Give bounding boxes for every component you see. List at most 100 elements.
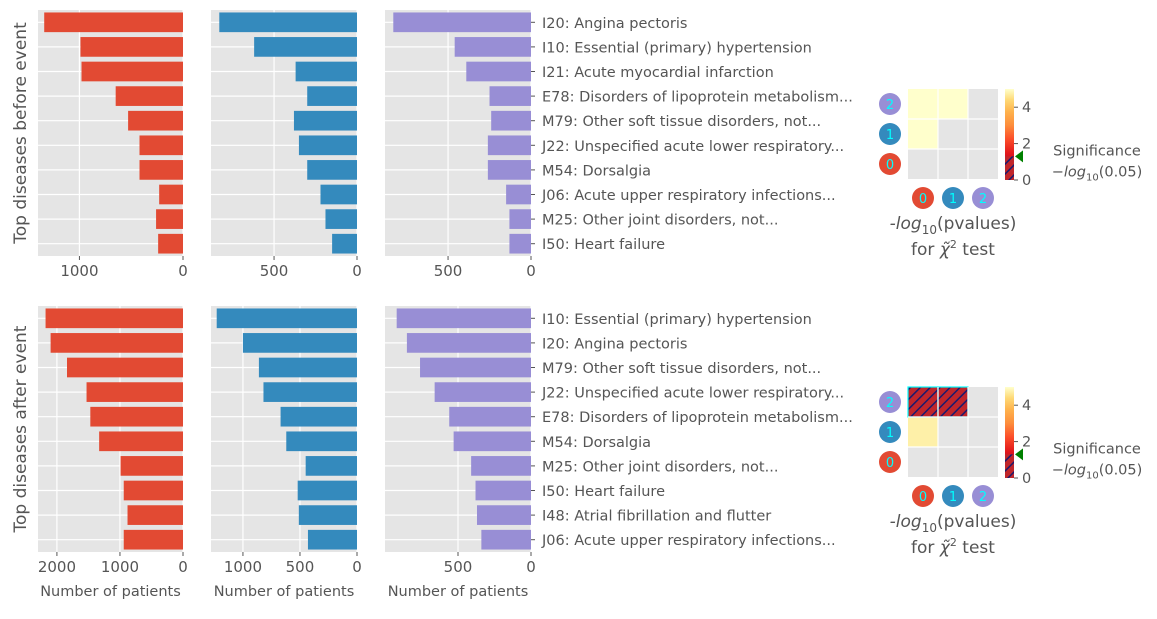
bar-panel-cluster-2: 500 0 — [385, 10, 536, 280]
cluster-marker-icon — [972, 187, 994, 209]
heatmap-cell — [908, 417, 938, 447]
x-tick-label: 0 — [178, 262, 188, 280]
bar-panel-cluster-1: 500 0 — [211, 10, 362, 280]
bar — [127, 505, 183, 525]
bar — [50, 333, 183, 353]
bar — [286, 431, 357, 452]
bar — [123, 480, 183, 501]
bar — [263, 382, 357, 402]
heatmap-x-tick-label: 0 — [919, 192, 927, 207]
category-label: E78: Disorders of lipoprotein metabolism… — [542, 90, 853, 106]
significance-threshold-label: −log10(0.05) — [1052, 164, 1143, 183]
bar — [305, 456, 357, 476]
x-tick-label: 1000 — [224, 558, 262, 576]
colorbar-tick-label: 4 — [1022, 398, 1031, 414]
heatmap-y-tick-label: 0 — [886, 456, 894, 471]
bar — [466, 61, 531, 82]
bar — [80, 37, 183, 57]
bar — [454, 37, 531, 57]
bar — [453, 431, 531, 452]
heatmap-x-label-line2: for χ̃2 test — [911, 238, 995, 260]
bar — [489, 86, 531, 106]
bar — [81, 61, 183, 82]
cluster-marker-icon — [879, 153, 901, 175]
significance-title: Significance — [1053, 441, 1141, 457]
colorbar-tick-label: 2 — [1022, 435, 1031, 451]
colorbar-tick-label: 0 — [1022, 471, 1031, 487]
pvalue-heatmap: 0 1 2 0 1 2 -log10(pvalues)for χ̃2 test 0 2 4 Sign… — [879, 89, 1142, 260]
colorbar — [1005, 387, 1014, 478]
significance-title: Significance — [1053, 143, 1141, 159]
heatmap-x-tick-label: 0 — [919, 490, 927, 505]
category-label: I48: Atrial fibrillation and flutter — [542, 509, 771, 525]
cluster-marker-icon — [942, 187, 964, 209]
bar — [393, 12, 531, 33]
heatmap-y-tick-label: 2 — [886, 396, 894, 411]
bar — [139, 135, 183, 156]
x-tick-label: 500 — [286, 558, 315, 576]
heatmap-x-label-line2: for χ̃2 test — [911, 536, 995, 558]
bar — [139, 160, 183, 180]
bar — [449, 406, 531, 427]
bar — [219, 12, 357, 33]
bar — [491, 110, 531, 131]
heatmap-x-tick-label: 1 — [949, 192, 957, 207]
bar — [258, 357, 357, 378]
category-label: E78: Disorders of lipoprotein metabolism… — [542, 410, 853, 426]
bar-panel-cluster-0: 2000 1000 0 Number of patients — [38, 306, 188, 600]
bar — [406, 333, 531, 353]
category-label: I20: Angina pectoris — [542, 336, 687, 352]
x-tick-label: 0 — [526, 558, 536, 576]
category-label: J06: Acute upper respiratory infections.… — [541, 188, 836, 204]
category-label: I50: Heart failure — [542, 237, 665, 253]
colorbar-significance-region — [1005, 454, 1014, 478]
x-tick-label: 1000 — [101, 558, 139, 576]
bar — [487, 135, 531, 156]
bar — [115, 86, 183, 106]
heatmap-cell — [938, 89, 968, 119]
bar — [254, 37, 357, 57]
heatmap-cell-significant — [937, 386, 969, 418]
heatmap-y-tick-label: 1 — [886, 128, 894, 143]
bar — [332, 233, 357, 254]
x-tick-label: 500 — [444, 558, 473, 576]
colorbar-significance-region — [1005, 156, 1014, 180]
heatmap-x-tick-label: 2 — [979, 490, 987, 505]
category-label: M79: Other soft tissue disorders, not... — [542, 114, 821, 130]
significance-threshold-label: −log10(0.05) — [1052, 462, 1143, 481]
bar — [123, 529, 183, 550]
heatmap-x-label: -log10(pvalues) — [890, 214, 1017, 237]
threshold-marker-icon — [1015, 150, 1023, 163]
bar-panel-cluster-1: 1000 500 0 Number of patients — [211, 306, 362, 600]
colorbar-tick-label: 0 — [1022, 173, 1031, 189]
bar — [307, 86, 357, 106]
bar — [307, 160, 357, 180]
x-axis-label: Number of patients — [40, 584, 181, 600]
cluster-marker-icon — [912, 187, 934, 209]
bar — [320, 184, 357, 205]
x-tick-label: 0 — [352, 558, 362, 576]
bar — [67, 357, 183, 378]
cluster-marker-icon — [879, 391, 901, 413]
bar — [280, 406, 357, 427]
heatmap-x-tick-label: 2 — [979, 192, 987, 207]
threshold-marker-icon — [1015, 448, 1023, 461]
category-label: M79: Other soft tissue disorders, not... — [542, 361, 821, 377]
bar — [120, 456, 183, 476]
x-tick-label: 500 — [260, 262, 289, 280]
cluster-marker-icon — [972, 485, 994, 507]
pvalue-heatmap: 0 1 2 0 1 2 -log10(pvalues)for χ̃2 test 0 2 4 Sign… — [879, 386, 1143, 558]
bar — [509, 233, 531, 254]
x-axis-label: Number of patients — [214, 584, 355, 600]
category-label: I21: Acute myocardial infarction — [542, 65, 774, 81]
bar — [128, 110, 183, 131]
heatmap-cell — [908, 89, 938, 119]
bar — [481, 529, 531, 550]
colorbar-tick-label: 2 — [1022, 137, 1031, 153]
bar — [487, 160, 531, 180]
colorbar — [1005, 89, 1014, 180]
category-label: M54: Dorsalgia — [542, 435, 651, 451]
bar — [471, 456, 531, 476]
